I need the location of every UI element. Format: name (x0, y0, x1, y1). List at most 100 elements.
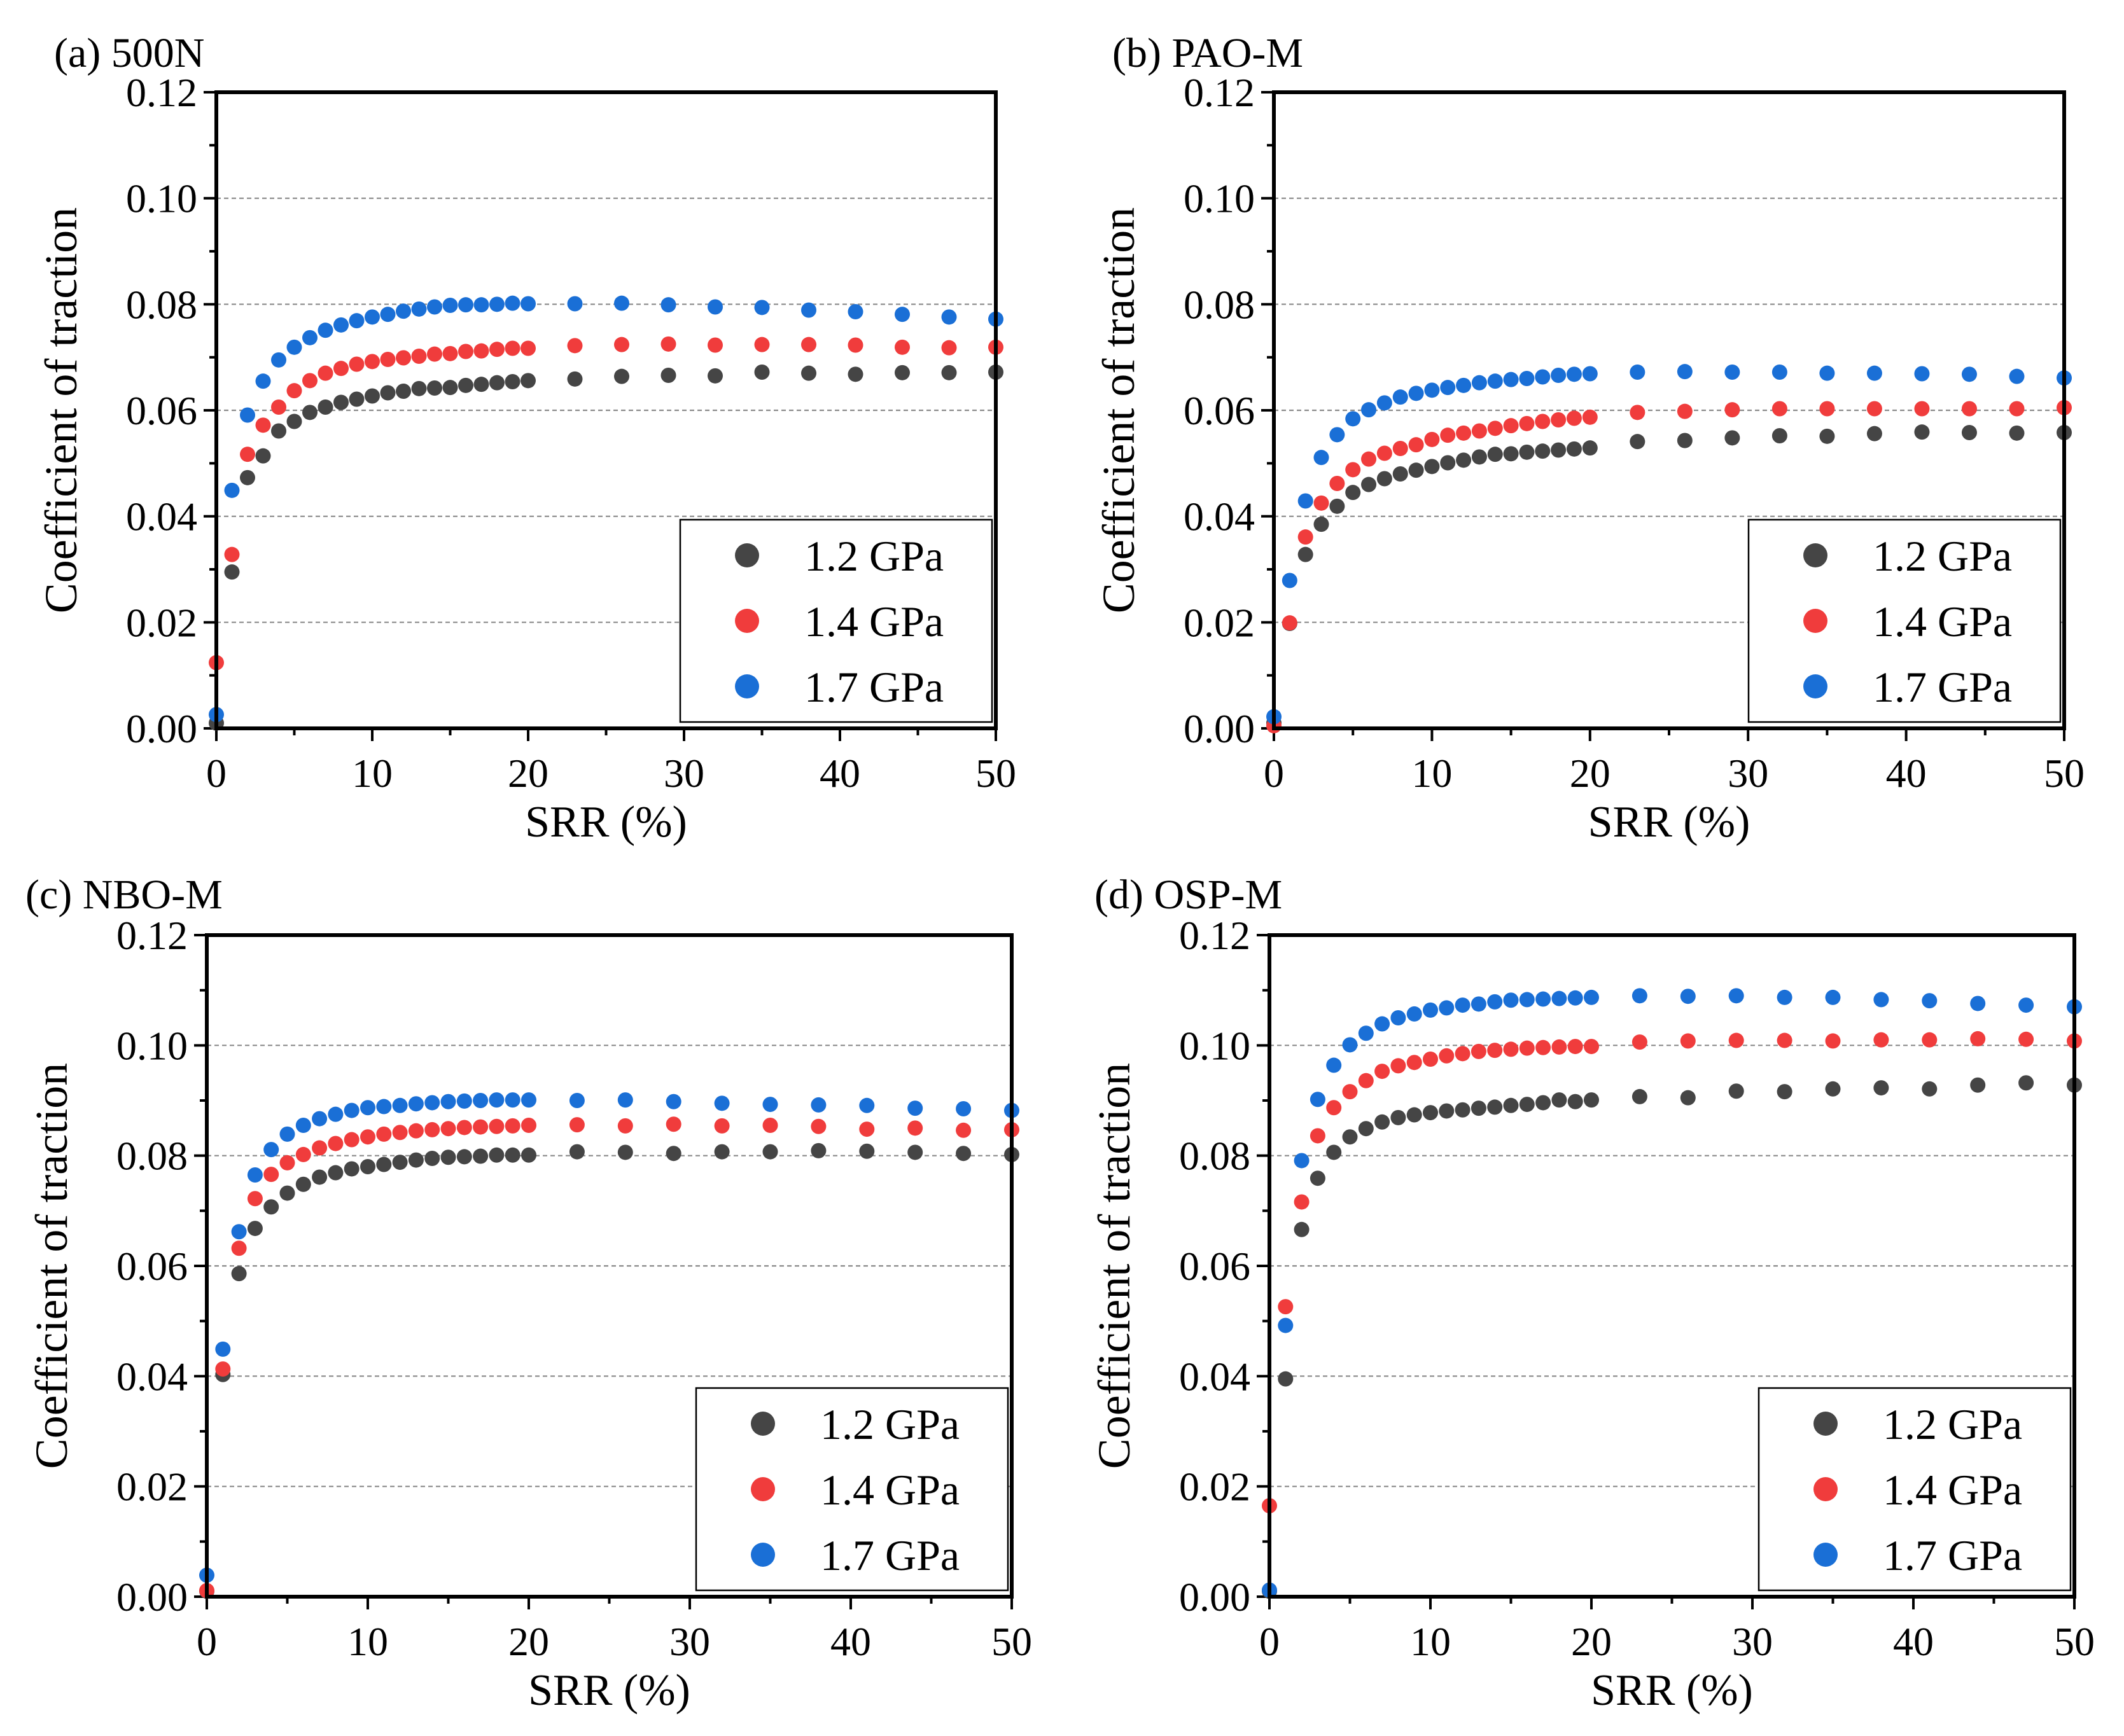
data-point (427, 299, 442, 315)
data-point (1535, 1095, 1551, 1111)
data-point (1519, 444, 1535, 460)
data-point (1376, 445, 1392, 461)
data-point (1297, 493, 1313, 509)
panel-title: (c) NBO-M (25, 871, 223, 918)
data-point (521, 1147, 536, 1163)
data-point (295, 1176, 311, 1192)
data-point (247, 1191, 263, 1207)
data-point (456, 1149, 472, 1165)
data-point (754, 300, 770, 316)
data-point (2009, 401, 2025, 417)
data-point (1631, 1088, 1647, 1104)
data-point (907, 1144, 923, 1160)
data-point (1374, 1114, 1390, 1130)
data-point (458, 344, 473, 359)
series-1-2-gpa (1262, 1075, 2082, 1599)
legend-label: 1.2 GPa (820, 1400, 960, 1448)
data-point (1584, 989, 1599, 1005)
data-point (1728, 988, 1744, 1004)
data-point (360, 1129, 375, 1145)
legend-label: 1.2 GPa (1873, 532, 2012, 580)
data-point (1535, 369, 1551, 385)
data-point (660, 297, 676, 313)
data-point (1423, 1002, 1438, 1018)
data-point (1390, 1109, 1406, 1125)
data-point (1487, 994, 1503, 1010)
data-point (380, 385, 396, 401)
data-point (1440, 427, 1456, 443)
data-point (617, 1092, 633, 1108)
panel-d: (d) OSP-M 0.00 0.02 0.04 0.06 0.08 0.10 0.12 0 10… (1089, 871, 2095, 1715)
x-tick-label: 10 (352, 751, 393, 796)
data-point (271, 423, 286, 439)
data-point (279, 1185, 295, 1201)
data-point (1487, 420, 1503, 436)
data-point (295, 1118, 311, 1133)
y-tick-label: 0.08 (1184, 282, 1255, 327)
data-point (762, 1144, 778, 1160)
data-point (1313, 450, 1329, 466)
data-point (941, 365, 957, 380)
data-point (1582, 366, 1598, 382)
data-point (1326, 1057, 1342, 1073)
y-tick-label: 0.00 (126, 706, 197, 751)
x-axis-label: SRR (%) (528, 1666, 690, 1715)
y-tick-label: 0.10 (1179, 1023, 1250, 1068)
legend-marker (1813, 1412, 1838, 1436)
data-point (1329, 498, 1345, 514)
data-point (1584, 1092, 1599, 1108)
y-tick-label: 0.02 (1179, 1464, 1250, 1510)
data-point (360, 1159, 375, 1174)
data-point (1313, 517, 1329, 532)
data-point (1406, 1107, 1422, 1123)
data-point (1392, 466, 1408, 482)
data-point (521, 340, 536, 356)
data-point (271, 399, 286, 415)
data-point (660, 336, 676, 352)
data-point (1358, 1073, 1374, 1088)
data-point (489, 1092, 505, 1108)
y-tick-label: 0.00 (116, 1574, 188, 1620)
data-point (505, 1118, 521, 1134)
data-point (569, 1117, 585, 1133)
data-point (376, 1156, 392, 1172)
data-point (1503, 1041, 1519, 1057)
y-tick-label: 0.08 (1179, 1134, 1250, 1179)
data-point (1551, 1092, 1567, 1108)
data-point (801, 337, 816, 352)
legend-label: 1.4 GPa (820, 1466, 960, 1514)
data-point (1970, 1077, 1986, 1093)
data-point (1503, 372, 1519, 387)
data-point (349, 313, 365, 329)
data-point (848, 337, 863, 353)
data-point (408, 1096, 424, 1112)
data-point (1630, 405, 1645, 420)
data-point (1278, 1317, 1294, 1333)
data-point (1680, 989, 1696, 1004)
panel-b: (b) PAO-M 0.00 0.02 0.04 0.06 0.08 0.10 0.12 0 10… (1093, 30, 2085, 847)
data-point (1519, 992, 1535, 1008)
data-point (279, 1126, 295, 1142)
data-point (1535, 443, 1551, 459)
data-point (442, 345, 458, 361)
data-point (1282, 573, 1297, 588)
data-point (1471, 423, 1487, 439)
data-point (714, 1144, 730, 1160)
data-point (224, 482, 240, 498)
data-point (376, 1126, 392, 1142)
y-tick-label: 0.06 (1184, 388, 1255, 433)
data-point (708, 299, 723, 315)
data-point (302, 330, 318, 345)
y-tick-label: 0.08 (116, 1134, 188, 1179)
legend: 1.2 GPa 1.4 GPa 1.7 GPa (695, 1387, 1009, 1592)
data-point (1456, 377, 1472, 393)
data-point (1358, 1025, 1374, 1041)
series-1-2-gpa (209, 365, 1003, 731)
data-point (328, 1106, 344, 1122)
y-axis-label: Coefficient of traction (1093, 207, 1144, 613)
data-point (1771, 401, 1787, 417)
panel-title: (b) PAO-M (1112, 30, 1303, 76)
data-point (1584, 1039, 1599, 1055)
data-point (1551, 368, 1567, 383)
data-point (263, 1142, 279, 1158)
